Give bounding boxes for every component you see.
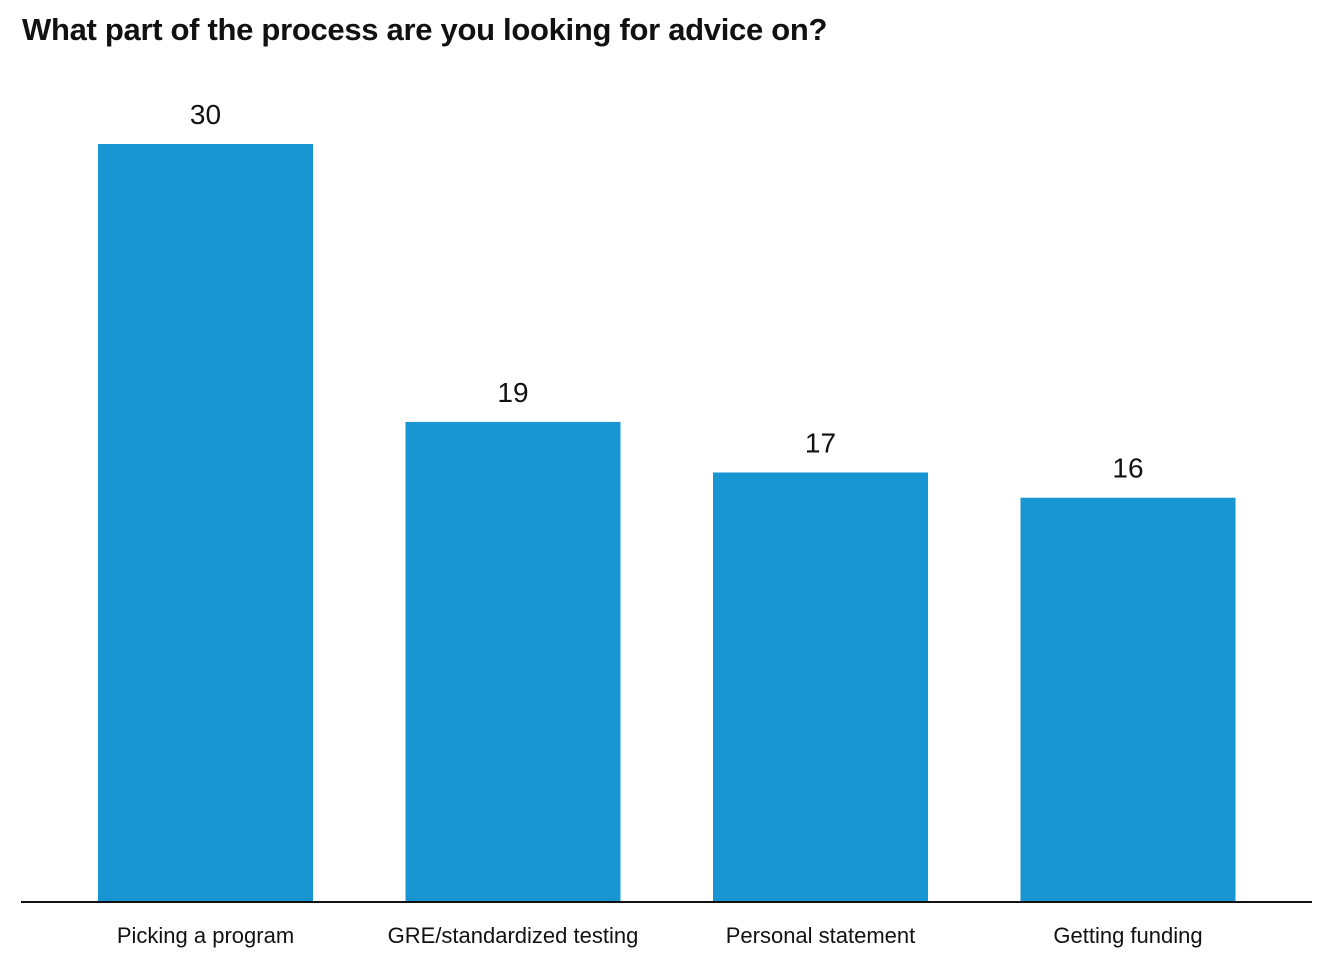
- data-label-0: 30: [190, 99, 221, 130]
- category-label-2: Personal statement: [726, 923, 916, 948]
- category-label-1: GRE/standardized testing: [388, 923, 639, 948]
- category-label-3: Getting funding: [1053, 923, 1202, 948]
- bars-layer: [98, 144, 1236, 902]
- bar-1: [405, 421, 621, 902]
- data-label-3: 16: [1112, 453, 1143, 484]
- category-labels-layer: Picking a program GRE/standardized testin…: [117, 923, 1203, 948]
- bar-2: [713, 472, 928, 902]
- value-labels-layer: 30 19 17 16: [190, 99, 1144, 484]
- bar-0: [98, 144, 313, 902]
- bar-3: [1020, 497, 1236, 902]
- category-label-0: Picking a program: [117, 923, 294, 948]
- data-label-1: 19: [497, 377, 528, 408]
- chart-title: What part of the process are you looking…: [22, 12, 828, 47]
- data-label-2: 17: [805, 427, 836, 458]
